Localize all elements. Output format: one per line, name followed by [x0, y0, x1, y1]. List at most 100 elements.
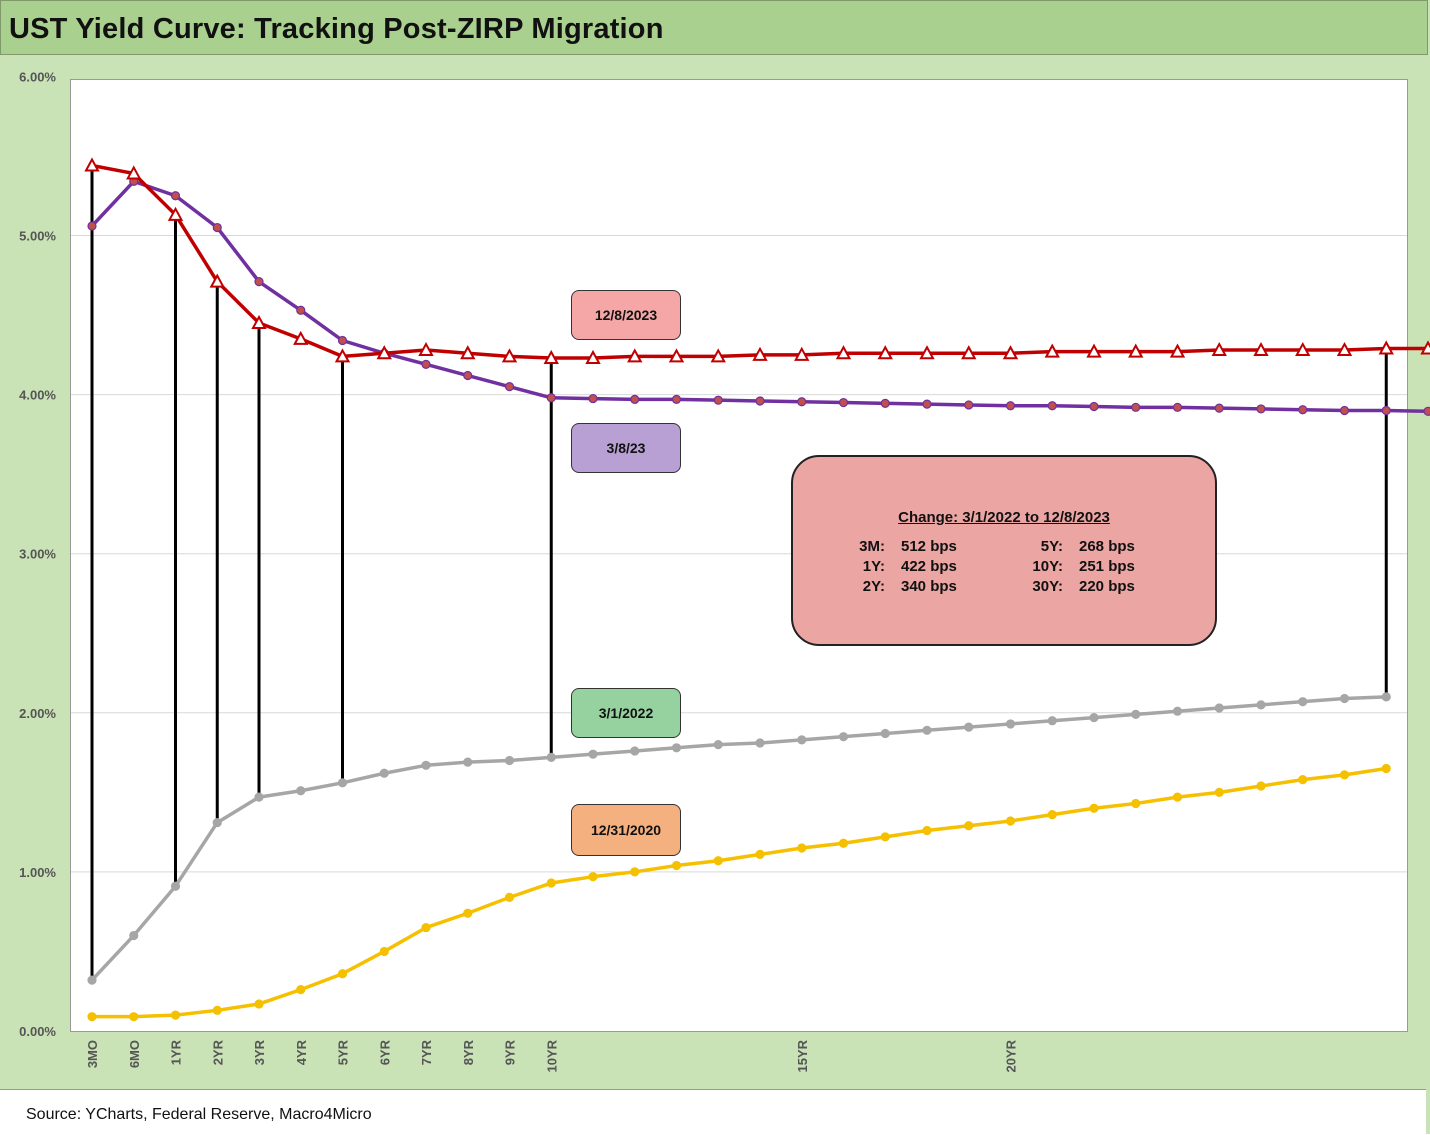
data-point: [585, 349, 601, 365]
data-point: [1339, 405, 1350, 416]
data-point: [87, 1012, 97, 1022]
x-tick-label: 6YR: [377, 1039, 392, 1065]
change-summary-box: Change: 3/1/2022 to 12/8/2023 3M: 512 bp…: [791, 455, 1217, 646]
data-point: [964, 400, 974, 410]
data-point: [296, 985, 306, 995]
data-point: [376, 345, 392, 360]
data-point: [588, 749, 598, 759]
data-point: [1086, 343, 1102, 358]
data-point: [1298, 405, 1308, 415]
x-tick-label: 8YR: [461, 1039, 476, 1065]
change-table: 3M: 512 bps 5Y: 268 bps 1Y: 422 bps 10Y:…: [843, 537, 1199, 597]
data-point: [87, 221, 97, 231]
label-12-8-2023: 12/8/2023: [571, 290, 681, 340]
data-point: [1339, 693, 1350, 704]
x-tick-label: 4YR: [294, 1039, 309, 1065]
data-point: [1005, 719, 1016, 729]
data-point: [838, 732, 849, 742]
x-tick-label: 5YR: [336, 1039, 351, 1065]
data-point: [1339, 770, 1350, 780]
x-tick-label: 15YR: [795, 1039, 810, 1072]
change-row: 3M: 512 bps 5Y: 268 bps: [843, 537, 1199, 557]
data-point: [877, 345, 893, 360]
data-point: [1253, 341, 1269, 357]
data-point: [463, 370, 473, 381]
data-point: [1047, 716, 1057, 726]
data-point: [504, 755, 515, 766]
data-point: [379, 946, 389, 957]
label-3-1-2022: 3/1/2022: [571, 688, 681, 738]
data-point: [84, 157, 100, 172]
change-value: 268 bps: [1079, 537, 1135, 555]
data-point: [1169, 343, 1186, 358]
data-point: [922, 825, 932, 836]
series-line-3-1-2022: [90, 695, 1387, 982]
data-point: [797, 735, 807, 745]
series-line-3-8-23: [90, 179, 1430, 414]
data-point: [296, 305, 306, 315]
data-point: [1295, 341, 1311, 357]
data-point: [713, 395, 723, 405]
data-point: [251, 314, 267, 330]
change-value: 512 bps: [901, 537, 957, 555]
data-point: [209, 273, 225, 288]
data-point: [1131, 709, 1141, 719]
data-point: [1214, 703, 1224, 713]
data-point: [296, 786, 306, 796]
data-point: [755, 396, 765, 406]
data-point: [630, 746, 640, 756]
label-12-31-2020: 12/31/2020: [571, 804, 681, 856]
data-point: [254, 277, 264, 287]
data-point: [1214, 787, 1224, 797]
data-point: [588, 393, 598, 404]
data-point: [797, 843, 807, 853]
data-point: [1256, 781, 1266, 791]
change-key: 5Y:: [1040, 537, 1063, 555]
data-point: [170, 881, 181, 891]
x-tick-label: 2YR: [210, 1039, 225, 1065]
data-point: [129, 1012, 139, 1022]
data-point: [87, 975, 97, 985]
x-tick-label: 3YR: [252, 1039, 267, 1065]
data-point: [421, 760, 431, 770]
y-tick-label: 2.00%: [19, 706, 56, 721]
data-point: [1378, 340, 1394, 355]
data-point: [755, 849, 765, 859]
data-point: [337, 335, 348, 346]
data-point: [880, 728, 890, 739]
data-point: [919, 345, 935, 360]
data-point: [1089, 803, 1099, 813]
data-point: [212, 1005, 222, 1015]
data-point: [1381, 405, 1391, 416]
yield-curve-chart: 0.00% 1.00% 2.00% 3.00% 4.00% 5.00% 6.00% 3MO 6M…: [19, 69, 1430, 1073]
data-point: [463, 908, 473, 918]
data-point: [1172, 402, 1183, 412]
data-point: [501, 348, 518, 363]
data-point: [129, 930, 139, 941]
data-point: [1172, 792, 1183, 802]
change-box-title: Change: 3/1/2022 to 12/8/2023: [898, 509, 1110, 526]
data-point: [1002, 345, 1019, 360]
data-point: [880, 832, 890, 842]
data-point: [713, 856, 723, 866]
data-point: [546, 752, 556, 762]
data-point: [922, 399, 932, 409]
data-point: [460, 345, 476, 360]
data-point: [293, 330, 309, 345]
data-point: [1131, 402, 1141, 412]
data-point: [170, 191, 181, 201]
data-point: [838, 397, 849, 408]
data-point: [546, 878, 556, 888]
y-tick-label: 1.00%: [19, 865, 56, 880]
data-point: [212, 817, 222, 828]
data-point: [630, 867, 640, 877]
data-point: [504, 382, 515, 392]
data-point: [627, 348, 643, 363]
data-point: [588, 872, 598, 882]
change-value: 340 bps: [901, 577, 957, 595]
data-point: [752, 346, 768, 361]
data-point: [671, 394, 682, 404]
data-point: [838, 838, 849, 848]
data-point: [418, 341, 434, 357]
data-point: [1131, 798, 1141, 809]
